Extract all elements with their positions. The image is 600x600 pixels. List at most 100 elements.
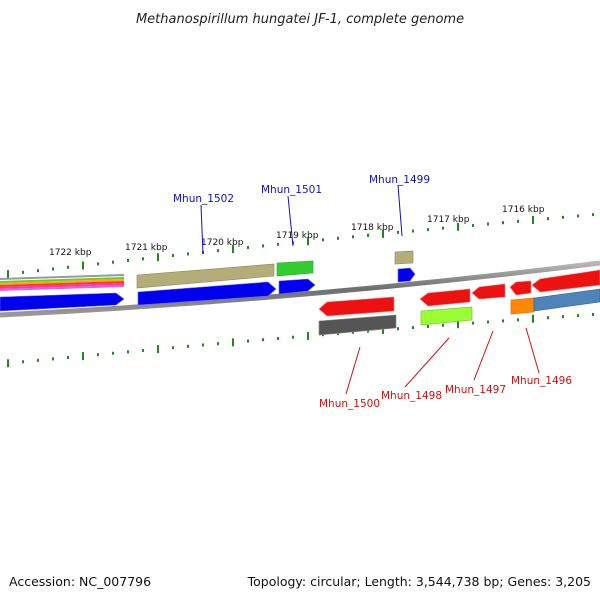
outer-ring-minor-tick [547,217,549,221]
outer-ring-minor-tick [337,236,339,240]
inner-ring-minor-tick [142,348,144,352]
inner-ring-minor-tick [52,357,54,361]
outer-ring-minor-tick [97,262,99,266]
accession-label: Accession: NC_007796 [9,574,151,589]
cds-arrow-mhun-1499[interactable] [397,267,416,283]
outer-ring-minor-tick [397,230,399,234]
outer-ring-minor-tick [172,254,174,258]
inner-ring-minor-tick [412,326,414,330]
outer-ring-major-tick [307,237,309,246]
outer-ring-minor-tick [142,257,144,261]
genome-summary-label: Topology: circular; Length: 3,544,738 bp… [247,574,591,589]
gene-label-mhun-1499[interactable]: Mhun_1499 [369,174,430,186]
gene-label-mhun-1501[interactable]: Mhun_1501 [261,184,322,196]
forward-gene-labels: Mhun_1502 Mhun_1501 Mhun_1499 [173,174,430,255]
gene-bar-mhun-1502[interactable] [136,263,275,289]
inner-ring-major-tick [532,314,534,323]
inner-ring-major-tick [307,331,309,340]
inner-ring-minor-tick [97,353,99,357]
outer-ring-minor-tick [352,235,354,239]
gene-bar-right[interactable] [533,288,600,312]
cds-arrow-mhun-1502[interactable] [137,281,277,306]
gene-bar-mhun-1500[interactable] [318,314,397,336]
feature-band-violet [0,285,124,291]
leader-line-mhun-1497 [473,330,494,381]
feature-band-gray [0,274,124,280]
tick-label-1716: 1716 kbp [502,205,545,215]
inner-ring-minor-tick [442,323,444,327]
inner-ring-minor-tick [427,324,429,328]
outer-ring-minor-tick [562,215,564,219]
outer-ring-minor-tick [277,242,279,246]
inner-ring-minor-tick [277,336,279,340]
gene-bar-mhun-1499[interactable] [394,250,414,265]
outer-ring-minor-tick [592,213,594,217]
cds-arrow-mhun-1498[interactable] [419,288,471,307]
cds-arrow-mhun-1497[interactable] [471,283,506,300]
gene-label-mhun-1500[interactable]: Mhun_1500 [319,398,380,410]
gene-bar-mhun-1496[interactable] [510,297,535,315]
outer-ring-major-tick [382,229,384,238]
inner-ring-minor-tick [577,314,579,318]
inner-ring-minor-tick [202,343,204,347]
outer-ring-minor-tick [577,214,579,218]
cds-arrow-mhun-1496[interactable] [509,280,532,296]
leader-line-mhun-1499 [397,184,403,237]
outer-ring-minor-tick [412,229,414,233]
tick-label-1719: 1719 kbp [276,231,319,241]
inner-ring-minor-tick [547,316,549,320]
inner-ring-minor-tick [112,351,114,355]
outer-ring-major-tick [157,253,159,262]
leader-line-mhun-1498 [404,337,450,388]
cds-arrow-mhun-1501[interactable] [278,278,316,295]
reverse-cds-track [318,269,600,317]
outer-ring-major-tick [232,245,234,254]
tick-labels: 1722 kbp 1721 kbp 1720 kbp 1719 kbp 1718… [49,205,545,258]
inner-tick-ring [7,312,594,368]
tick-label-1718: 1718 kbp [351,223,394,233]
inner-ring-major-tick [157,345,159,354]
feature-stack-left[interactable] [0,274,124,291]
cds-arrow-left[interactable] [0,292,125,312]
leader-line-mhun-1500 [345,346,361,395]
outer-ring-major-tick [7,270,9,279]
outer-ring-minor-tick [67,265,69,269]
forward-cds-track [0,267,416,312]
outer-ring-minor-tick [22,270,24,274]
outer-ring-minor-tick [502,221,504,225]
leader-line-mhun-1496 [525,327,540,374]
tick-label-1722: 1722 kbp [49,248,92,258]
tick-label-1717: 1717 kbp [427,215,470,225]
gene-bar-mhun-1501[interactable] [276,260,314,277]
gene-label-mhun-1502[interactable]: Mhun_1502 [173,193,234,205]
outer-ring-minor-tick [37,269,39,273]
reverse-gene-track [318,288,600,336]
outer-ring-minor-tick [517,219,519,223]
inner-ring-minor-tick [592,312,594,316]
gene-label-mhun-1496[interactable]: Mhun_1496 [511,375,572,387]
inner-ring-major-tick [457,320,459,329]
outer-ring-minor-tick [367,233,369,237]
inner-ring-minor-tick [397,327,399,331]
outer-ring-minor-tick [112,260,114,264]
inner-ring-minor-tick [247,339,249,343]
outer-ring-major-tick [457,222,459,231]
gene-bar-mhun-1498[interactable] [420,306,473,326]
outer-ring-minor-tick [322,238,324,242]
inner-ring-major-tick [82,352,84,361]
cds-arrow-right[interactable] [531,269,600,293]
inner-ring-minor-tick [172,346,174,350]
reverse-gene-labels: Mhun_1500 Mhun_1498 Mhun_1497 Mhun_1496 [319,327,572,410]
gene-label-mhun-1497[interactable]: Mhun_1497 [445,384,506,396]
leader-line-mhun-1501 [287,195,294,247]
feature-band-orange [0,279,124,285]
outer-ring-major-tick [82,261,84,270]
outer-ring-minor-tick [487,222,489,226]
inner-ring-minor-tick [487,320,489,324]
gene-label-mhun-1498[interactable]: Mhun_1498 [381,390,442,402]
outer-ring-minor-tick [427,228,429,232]
inner-ring-minor-tick [127,350,129,354]
cds-arrow-mhun-1500[interactable] [318,296,395,317]
inner-ring-minor-tick [352,330,354,334]
